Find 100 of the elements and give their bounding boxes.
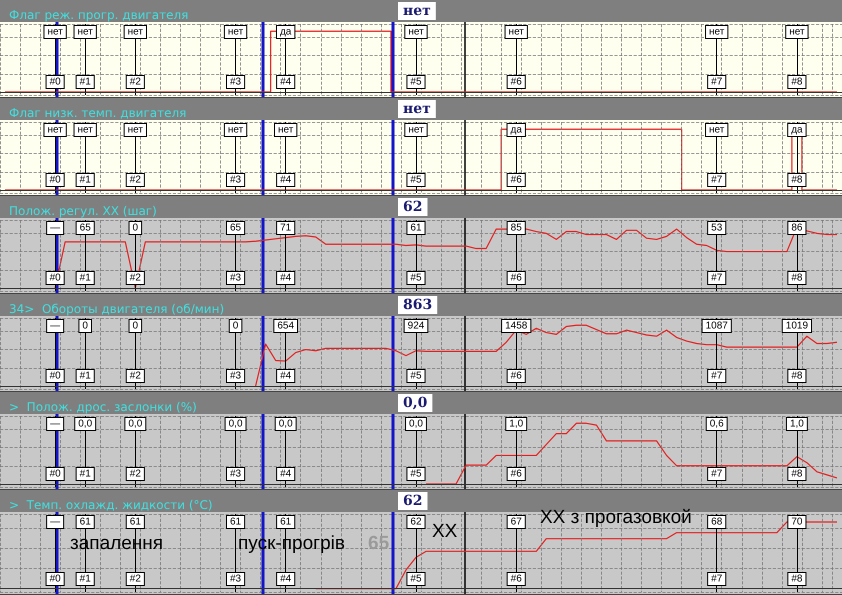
annotation: 61 <box>280 516 292 528</box>
annotation: 654 <box>277 320 294 332</box>
annotation: — <box>50 418 60 430</box>
x-tick-label: #7 <box>711 468 723 480</box>
chart-title: Полож. регул. ХХ (шаг) <box>9 204 157 218</box>
x-tick-label: #8 <box>791 174 803 186</box>
annotation: 0,0 <box>278 418 294 430</box>
annotation: ХХ з прогазовкой <box>540 507 692 528</box>
x-tick-label: #6 <box>510 574 522 584</box>
x-tick-label: #5 <box>410 174 422 186</box>
text: нет <box>403 101 432 117</box>
x-tick-label: #7 <box>711 574 723 584</box>
annotation: 86 <box>791 222 803 234</box>
x-tick-label: #8 <box>791 272 803 284</box>
x-tick-label: #1 <box>80 174 92 186</box>
chart-title: > Полож. дрос. заслонки (%) <box>9 400 197 414</box>
annotation: — <box>50 516 60 528</box>
x-tick-label: #6 <box>510 272 522 284</box>
x-tick-label: #2 <box>130 174 142 186</box>
x-tick-label: #4 <box>280 272 292 284</box>
annotation: нет <box>709 124 725 136</box>
annotation: 0,6 <box>710 418 724 430</box>
x-tick-label: #5 <box>410 468 422 480</box>
annotation: 0,0 <box>78 418 93 430</box>
annotation: нет <box>128 26 144 38</box>
annotation: 0 <box>232 320 239 332</box>
x-tick-label: #3 <box>230 574 242 584</box>
x-tick-label: #5 <box>410 574 422 584</box>
x-tick-label: #2 <box>130 272 142 284</box>
text: нет <box>403 3 432 19</box>
annotation: 61 <box>80 516 92 528</box>
annotation: 1,0 <box>790 418 804 430</box>
annotation: 85 <box>510 222 522 234</box>
text: 0,0 <box>403 395 428 411</box>
annotation: нет <box>508 26 524 38</box>
x-tick-label: #4 <box>280 468 292 480</box>
annotation: 53 <box>711 222 723 234</box>
text: 863 <box>403 297 432 313</box>
x-tick-label: #5 <box>410 370 422 382</box>
annotation: 0 <box>132 222 139 234</box>
annotation: да <box>510 124 522 136</box>
annotation: 70 <box>791 516 803 528</box>
x-tick-label: #6 <box>510 370 522 382</box>
x-tick-label: #3 <box>230 76 242 88</box>
annotation: 0 <box>82 320 88 332</box>
annotation: 65 <box>230 222 242 234</box>
x-tick-label: #8 <box>791 370 803 382</box>
annotation: — <box>50 222 60 234</box>
annotation: 1019 <box>786 320 808 332</box>
x-tick-label: #2 <box>130 468 142 480</box>
x-tick-label: #1 <box>80 370 92 382</box>
annotation: нет <box>78 26 94 38</box>
x-tick-label: #1 <box>80 574 92 584</box>
x-tick-label: #1 <box>80 76 92 88</box>
x-tick-label: #0 <box>50 272 62 284</box>
x-tick-label: #5 <box>410 272 422 284</box>
annotation: 61 <box>230 516 242 528</box>
chart-title: Флаг низк. темп. двигателя <box>9 106 186 120</box>
annotation: нет <box>278 124 294 136</box>
annotation: 68 <box>711 516 723 528</box>
x-tick-label: #4 <box>280 574 292 584</box>
annotation: 1458 <box>505 320 528 332</box>
x-tick-label: #4 <box>280 76 292 88</box>
x-tick-label: #0 <box>50 370 62 382</box>
annotation: нет <box>789 26 805 38</box>
annotation: 62 <box>410 516 422 528</box>
x-tick-label: #1 <box>80 272 92 284</box>
x-tick-label: #0 <box>50 76 62 88</box>
annotation: 71 <box>280 222 292 234</box>
annotation: нет <box>128 124 144 136</box>
x-tick-label: #5 <box>410 76 422 88</box>
text: 62 <box>403 199 422 215</box>
annotation: 0,0 <box>228 418 243 430</box>
annotation: 0,0 <box>409 418 424 430</box>
x-tick-label: #0 <box>50 574 62 584</box>
x-tick-label: #6 <box>510 468 522 480</box>
annotation: нет <box>408 124 424 136</box>
text: 62 <box>403 493 422 509</box>
annotation: ХХ <box>432 521 458 542</box>
x-tick-label: #4 <box>280 370 292 382</box>
annotation: нет <box>228 124 244 136</box>
annotation: — <box>50 320 60 332</box>
annotation: 67 <box>510 516 522 528</box>
x-tick-label: #7 <box>711 370 723 382</box>
x-tick-label: #3 <box>230 370 242 382</box>
annotation: нет <box>78 124 94 136</box>
x-tick-label: #2 <box>130 370 142 382</box>
x-tick-label: #1 <box>80 468 92 480</box>
annotation: 0 <box>132 320 139 332</box>
x-tick-label: #2 <box>130 574 142 584</box>
annotation: 65 <box>80 222 92 234</box>
chart-title: 34> Обороты двигателя (об/мин) <box>9 302 224 316</box>
annotation: 1087 <box>706 320 728 332</box>
annotation: нет <box>47 26 64 38</box>
x-tick-label: #7 <box>711 76 723 88</box>
annotation: 0,0 <box>128 418 143 430</box>
x-tick-label: #7 <box>711 174 723 186</box>
annotation: 61 <box>410 222 422 234</box>
annotation: нет <box>47 124 64 136</box>
annotation: 924 <box>408 320 425 332</box>
